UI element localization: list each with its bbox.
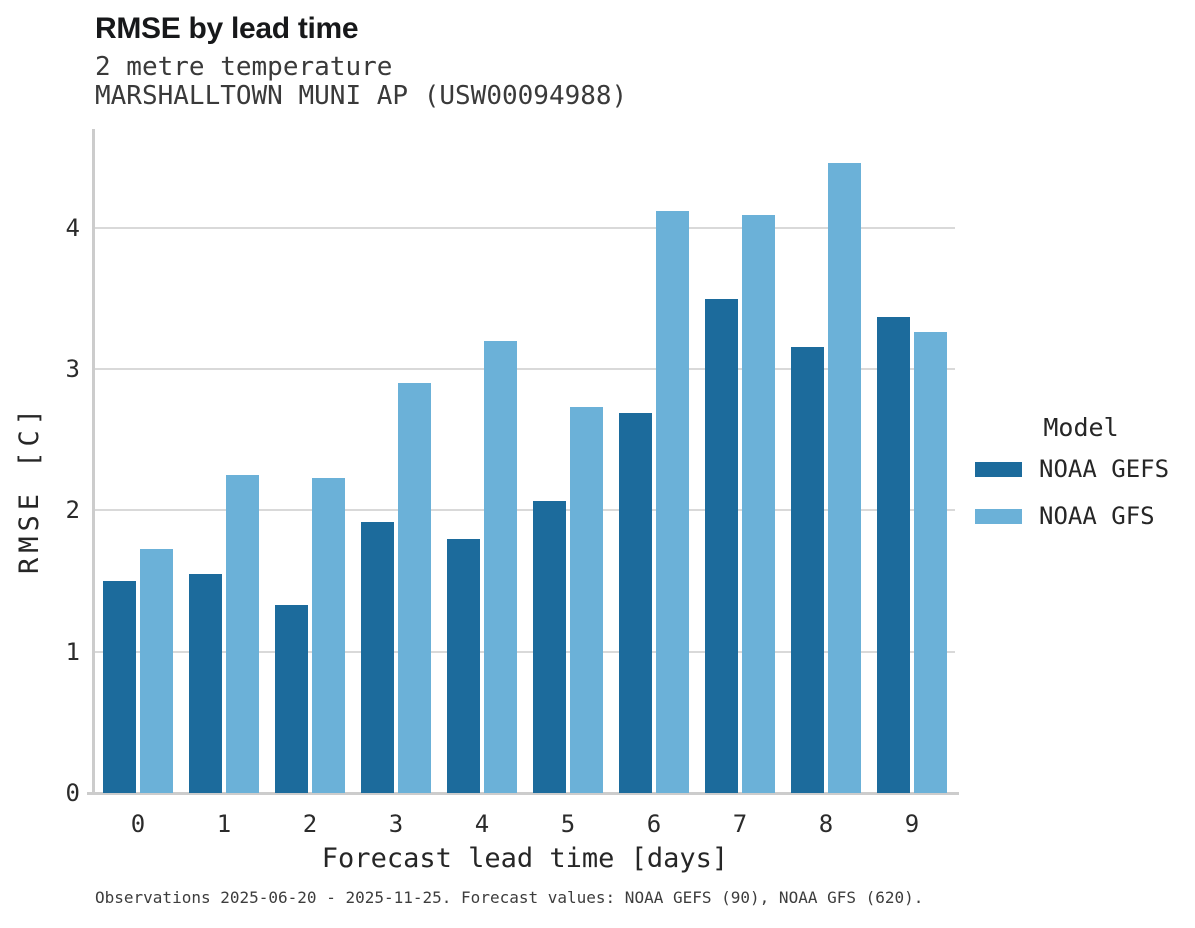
bar-noaa-gefs-lead8	[791, 346, 824, 793]
x-tick-label-5: 5	[560, 810, 576, 838]
bar-noaa-gfs-lead8	[828, 162, 861, 793]
x-tick-label-3: 3	[388, 810, 404, 838]
x-tick-label-6: 6	[646, 810, 662, 838]
bar-noaa-gfs-lead6	[656, 210, 689, 793]
plot-area: 0 1 2 3 4 0 1 2 3 4 5 6 7 8 9	[66, 129, 959, 838]
legend-swatch-icon	[975, 461, 1022, 477]
y-tick-label-0: 0	[65, 779, 80, 807]
x-tick-label-9: 9	[904, 810, 920, 838]
x-tick-label-8: 8	[818, 810, 834, 838]
gridline-y-2	[95, 509, 955, 512]
chart-header: RMSE by lead time 2 metre temperature MA…	[95, 12, 627, 111]
bar-noaa-gefs-lead1	[189, 574, 222, 793]
bar-noaa-gfs-lead5	[570, 407, 603, 793]
bar-noaa-gefs-lead5	[533, 500, 566, 793]
bar-noaa-gfs-lead2	[312, 477, 345, 793]
x-axis-title: Forecast lead time [days]	[321, 843, 729, 874]
bar-noaa-gefs-lead6	[619, 412, 652, 793]
gridline-y-3	[95, 368, 955, 371]
x-axis-line	[87, 792, 959, 795]
bar-noaa-gefs-lead3	[361, 521, 394, 793]
x-tick-label-2: 2	[302, 810, 318, 838]
bar-noaa-gfs-lead7	[742, 215, 775, 793]
bar-noaa-gfs-lead1	[226, 475, 259, 793]
chart-subtitle: 2 metre temperature	[95, 52, 393, 82]
bar-noaa-gefs-lead2	[275, 605, 308, 793]
gridline-y-1	[95, 650, 955, 653]
legend-row-1: NOAA GFS	[975, 502, 1187, 530]
bar-noaa-gfs-lead3	[398, 383, 431, 793]
bar-noaa-gefs-lead9	[877, 316, 910, 793]
bar-noaa-gefs-lead7	[705, 298, 738, 793]
y-tick-label-2: 2	[65, 496, 80, 525]
y-tick-label-3: 3	[65, 355, 80, 384]
bar-noaa-gfs-lead9	[914, 332, 947, 793]
y-axis-line	[92, 129, 95, 795]
legend-swatch-icon	[975, 508, 1022, 524]
chart-title: RMSE by lead time	[95, 12, 359, 45]
legend: Model NOAA GEFS NOAA GFS	[975, 413, 1187, 549]
x-tick-label-1: 1	[216, 810, 232, 838]
bar-noaa-gefs-lead0	[103, 581, 136, 793]
x-tick-label-0: 0	[130, 810, 146, 838]
caption: Observations 2025-06-20 - 2025-11-25. Fo…	[95, 888, 924, 907]
gridline-y-4	[95, 226, 955, 229]
legend-label: NOAA GEFS	[1039, 455, 1170, 483]
legend-label: NOAA GFS	[1039, 502, 1155, 530]
bar-noaa-gfs-lead4	[484, 340, 517, 793]
legend-items: NOAA GEFS NOAA GFS	[975, 455, 1187, 530]
x-tick-label-7: 7	[732, 810, 748, 838]
y-tick-label-4: 4	[65, 213, 80, 242]
chart-station-label: MARSHALLTOWN MUNI AP (USW00094988)	[95, 81, 628, 111]
legend-title: Model	[1043, 413, 1119, 442]
y-tick-label-1: 1	[65, 637, 80, 666]
y-axis-title: RMSE [C]	[14, 403, 45, 575]
bar-noaa-gefs-lead4	[447, 538, 480, 793]
bar-noaa-gfs-lead0	[140, 548, 173, 793]
x-tick-label-4: 4	[474, 810, 490, 838]
legend-row-0: NOAA GEFS	[975, 455, 1187, 483]
